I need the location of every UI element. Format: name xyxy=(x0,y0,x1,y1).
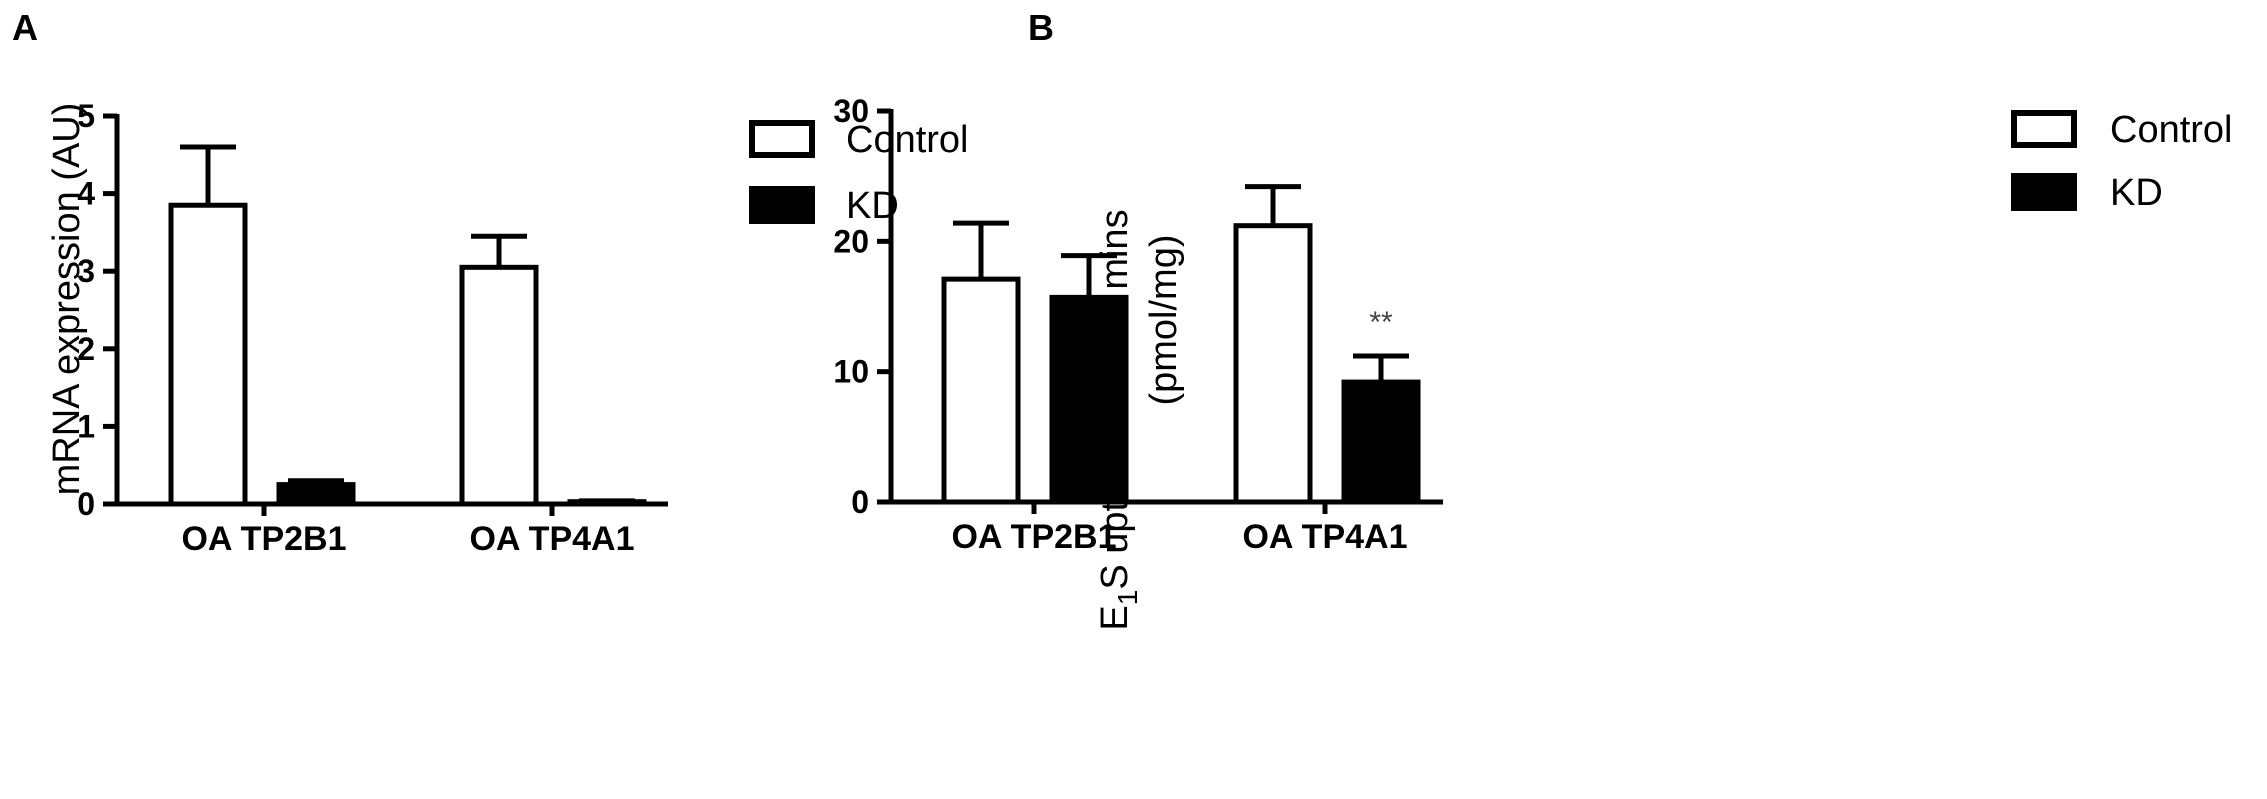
panel-a-legend: Control KD xyxy=(749,119,969,227)
panel-b-bar-kd-1 xyxy=(1341,379,1421,505)
panel-a-bar-control-0 xyxy=(168,202,248,507)
panel-b-y-axis-title-line2: (pmol/mg) xyxy=(1143,234,1185,405)
panel-b-bar-control-0 xyxy=(941,276,1021,505)
panel-a-y-tick-label-3: 3 xyxy=(77,253,95,289)
panel-b-y-tick-label-1: 10 xyxy=(833,354,869,390)
panel-a-legend-control-label: Control xyxy=(846,119,969,161)
panel-b-legend-kd-label: KD xyxy=(2110,172,2163,214)
panel-b-y-tick-label-2: 20 xyxy=(833,223,869,259)
panel-b-legend: Control KD xyxy=(2011,109,2233,214)
panel-a-legend-control-swatch xyxy=(749,120,815,158)
panel-b-plot: 0 10 20 30 OA TP2B1 OA TP4A1 ** xyxy=(833,93,1443,556)
panel-b-label: B xyxy=(1028,7,1054,48)
panel-a-y-tick-label-5: 5 xyxy=(77,98,95,134)
panel-a-bar-kd-1 xyxy=(567,499,647,507)
panel-a-category-label-0: OA TP2B1 xyxy=(181,520,346,558)
panel-a-y-tick-label-0: 0 xyxy=(77,486,95,522)
panel-a-plot: 0 1 2 3 4 5 OA TP2B1 OA TP4A1 xyxy=(77,98,668,558)
panel-a-category-label-1: OA TP4A1 xyxy=(469,520,634,558)
panel-b-legend-kd-swatch xyxy=(2011,173,2077,211)
panel-b-bar-control-1 xyxy=(1233,223,1313,505)
panel-a-legend-kd-swatch xyxy=(749,186,815,224)
panel-a-y-tick-label-4: 4 xyxy=(77,176,95,212)
panel-a-label: A xyxy=(12,7,38,48)
panel-b-y-tick-label-3: 30 xyxy=(833,93,869,129)
panel-b: B 0 10 20 30 OA TP2B1 OA TP4A1 ** E1S uptake a… xyxy=(833,7,2232,631)
panel-b-annotation-0: ** xyxy=(1369,306,1393,339)
panel-a-y-axis-title: mRNA expression (AU) xyxy=(46,103,88,496)
panel-a: A 0 1 2 3 4 5 OA TP2B1 OA TP4A1 mRNA expression… xyxy=(12,7,969,558)
panel-a-bar-kd-0 xyxy=(276,482,356,507)
panel-b-category-label-0: OA TP2B1 xyxy=(951,518,1116,556)
panel-b-legend-control-swatch xyxy=(2011,110,2077,148)
panel-b-bar-kd-0 xyxy=(1049,294,1129,505)
panel-a-y-tick-label-2: 2 xyxy=(77,331,95,367)
panel-b-legend-control-label: Control xyxy=(2110,109,2233,151)
panel-a-y-tick-label-1: 1 xyxy=(77,408,95,444)
panel-a-bar-control-1 xyxy=(459,264,539,507)
panel-b-y-axis-title-line1: E1S uptake after 30 mins xyxy=(1094,209,1143,630)
panel-b-y-tick-label-0: 0 xyxy=(851,484,869,520)
panel-b-category-label-1: OA TP4A1 xyxy=(1242,518,1407,556)
